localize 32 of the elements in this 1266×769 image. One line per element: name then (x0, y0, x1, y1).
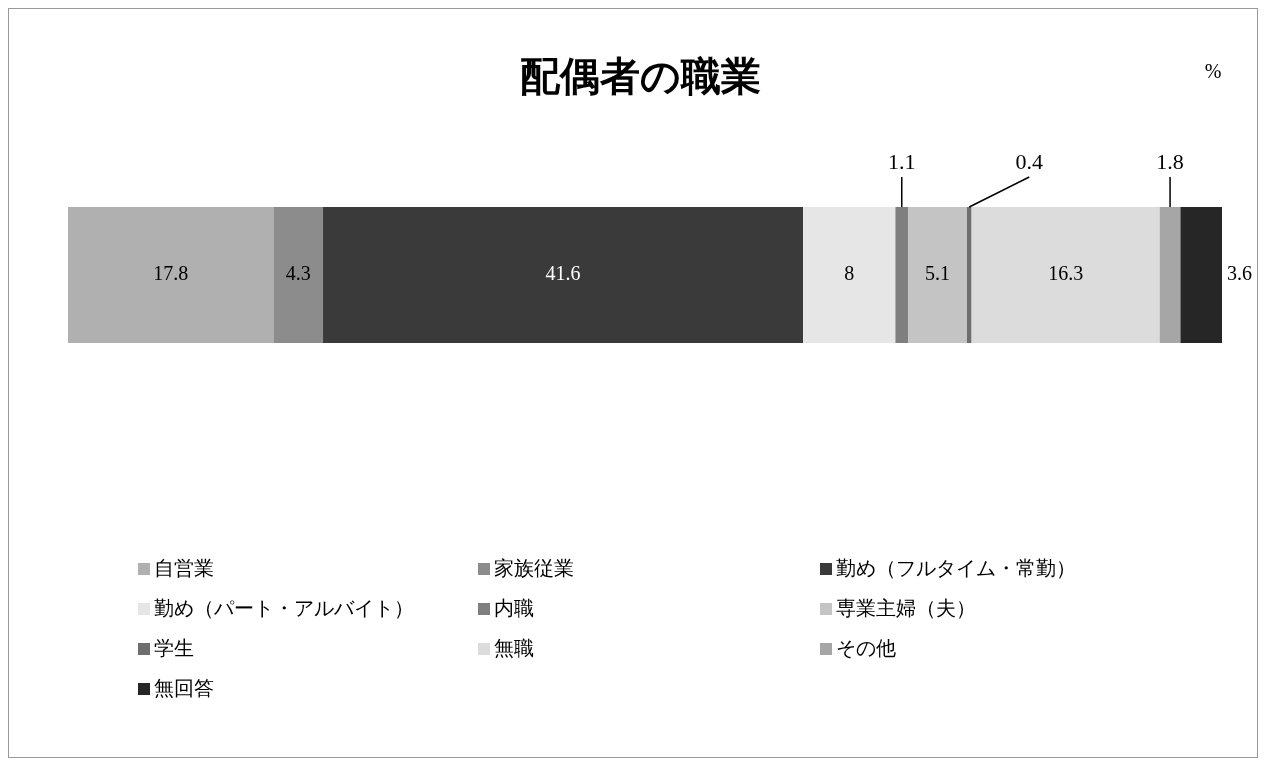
legend-label: 自営業 (154, 556, 214, 579)
data-label: 4.3 (285, 261, 311, 284)
bar (971, 207, 1160, 343)
data-label: 3.6 (1227, 261, 1252, 284)
data-label: 8 (844, 261, 855, 284)
legend-label: 学生 (154, 636, 194, 659)
bar (68, 207, 274, 343)
legend-label: 内職 (494, 596, 534, 619)
legend-label: 家族従業 (494, 556, 574, 579)
legend-label: 勤め（パート・アルバイト） (154, 596, 414, 619)
chart-title: 配偶者の職業 (519, 54, 761, 99)
legend-label: 専業主婦（夫） (836, 596, 976, 619)
text: % (1204, 60, 1222, 82)
data-label: 1.1 (888, 149, 916, 174)
bar (323, 207, 804, 343)
bar (966, 207, 972, 343)
legend-label: その他 (836, 636, 896, 659)
bar (803, 207, 896, 343)
data-label: 16.3 (1048, 261, 1084, 284)
data-label: 17.8 (153, 261, 189, 284)
data-label: 1.8 (1156, 149, 1184, 174)
legend-label: 無回答 (154, 676, 214, 699)
bar (908, 207, 967, 343)
data-label: 41.6 (545, 261, 581, 284)
data-label: 5.1 (925, 261, 951, 284)
bar (895, 207, 909, 343)
bar (1159, 207, 1181, 343)
bar (1180, 207, 1222, 343)
legend-label: 無職 (494, 636, 534, 659)
bar (273, 207, 324, 343)
legend-label: 勤め（フルタイム・常勤） (836, 556, 1076, 579)
data-label: 0.4 (1015, 149, 1044, 174)
